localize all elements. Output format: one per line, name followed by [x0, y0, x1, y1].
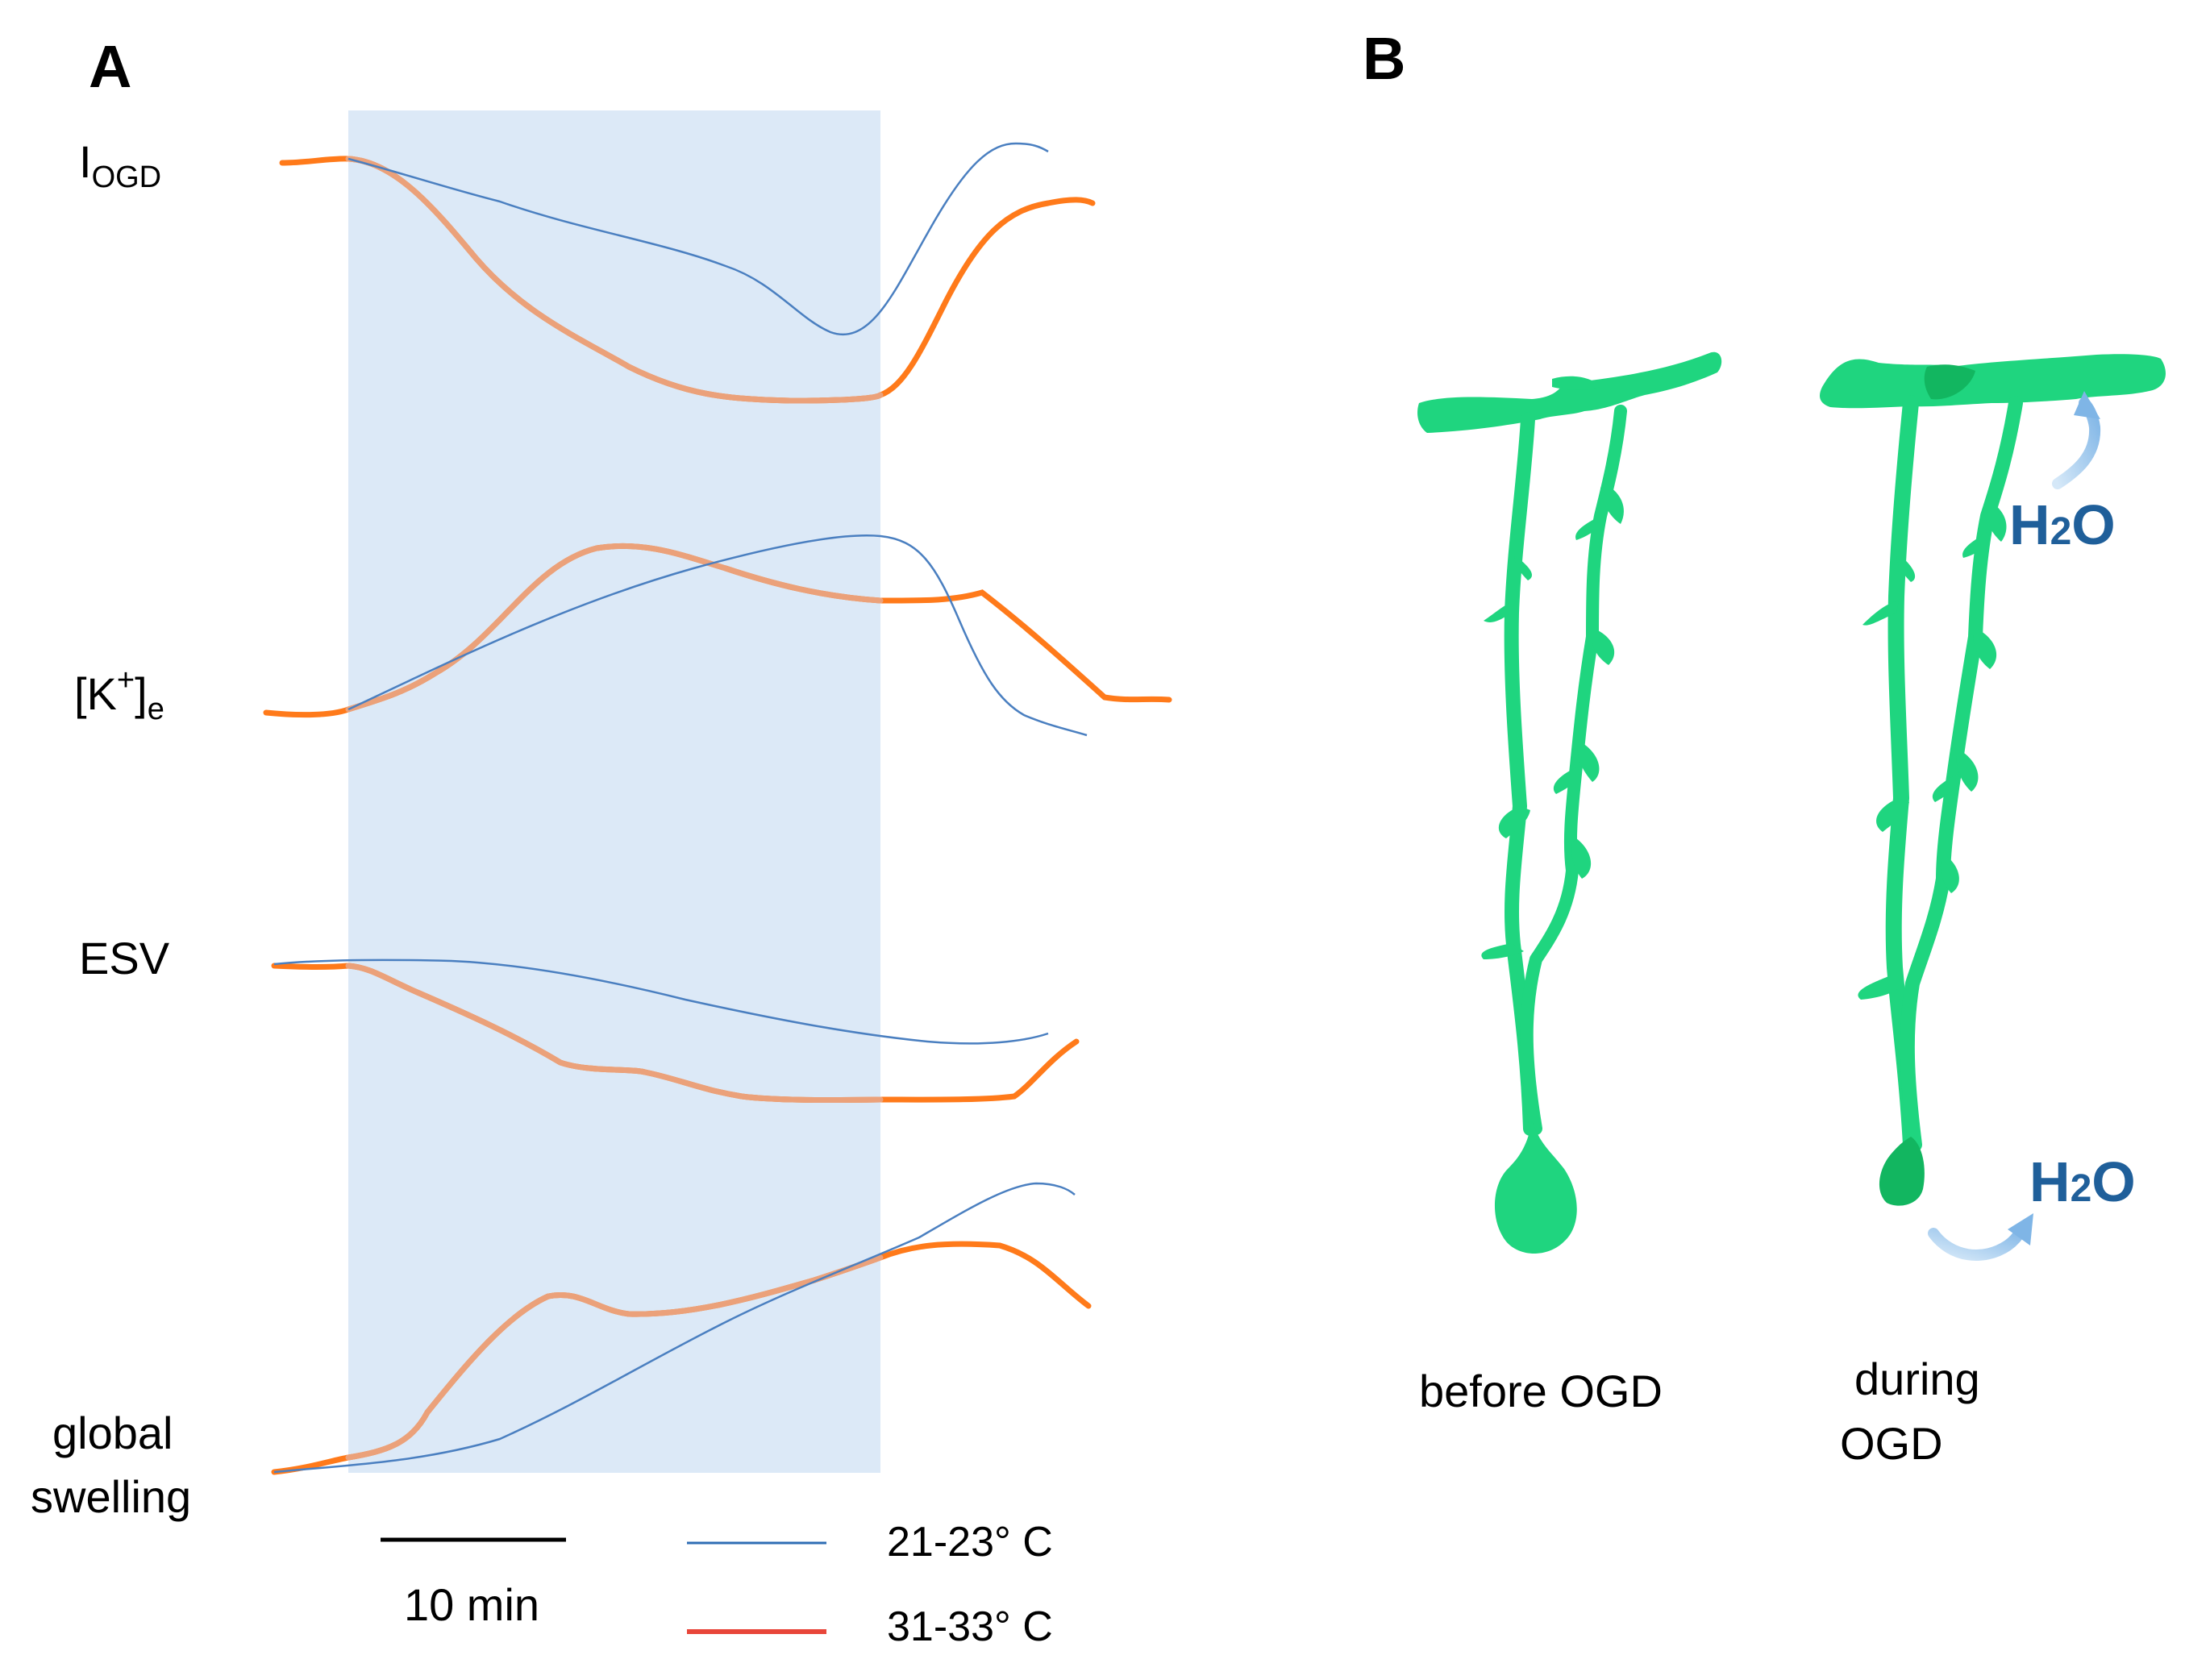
- caption-during-ogd-line1: during: [1854, 1354, 1980, 1404]
- iogd-trace-cool: [348, 142, 1049, 335]
- legend-label-cool: 21-23° C: [887, 1519, 1053, 1566]
- water-arrow-bottom: [1928, 1224, 2028, 1261]
- panel-a-label: A: [89, 33, 131, 100]
- caption-before-ogd: before OGD: [1419, 1366, 1663, 1416]
- trace-label-potassium: [K+]e: [74, 663, 164, 726]
- scale-bar-label: 10 min: [404, 1579, 539, 1630]
- esv-trace-cool: [273, 959, 1049, 1045]
- trace-label-global-swelling-line2: swelling: [31, 1471, 191, 1522]
- trace-label-global-swelling-line1: global: [52, 1408, 173, 1458]
- water-label-bottom: H2O: [2029, 1150, 2136, 1213]
- swelling-trace-warm-in-band: [345, 1254, 884, 1461]
- panel-b-label: B: [1363, 25, 1405, 92]
- potassium-trace-warm-in-band: [345, 543, 884, 713]
- water-arrow-bottom-head: [2008, 1213, 2033, 1245]
- water-arrow-top-head: [2074, 391, 2100, 419]
- legend-label-warm: 31-33° C: [887, 1603, 1053, 1650]
- water-label-top: H2O: [2009, 493, 2116, 556]
- potassium-trace-cool: [348, 534, 1088, 737]
- cell-during-ogd: [1820, 354, 2166, 1206]
- cell-before-ogd: [1417, 351, 1722, 1254]
- esv-trace-warm-in-band: [345, 963, 884, 1104]
- caption-during-ogd-line2: OGD: [1840, 1418, 1943, 1469]
- trace-label-iogd: IOGD: [79, 136, 161, 194]
- trace-label-esv: ESV: [79, 933, 170, 983]
- swelling-trace-cool: [273, 1182, 1076, 1474]
- ogd-period-band: [348, 110, 880, 1473]
- iogd-trace-warm-in-band: [345, 156, 884, 404]
